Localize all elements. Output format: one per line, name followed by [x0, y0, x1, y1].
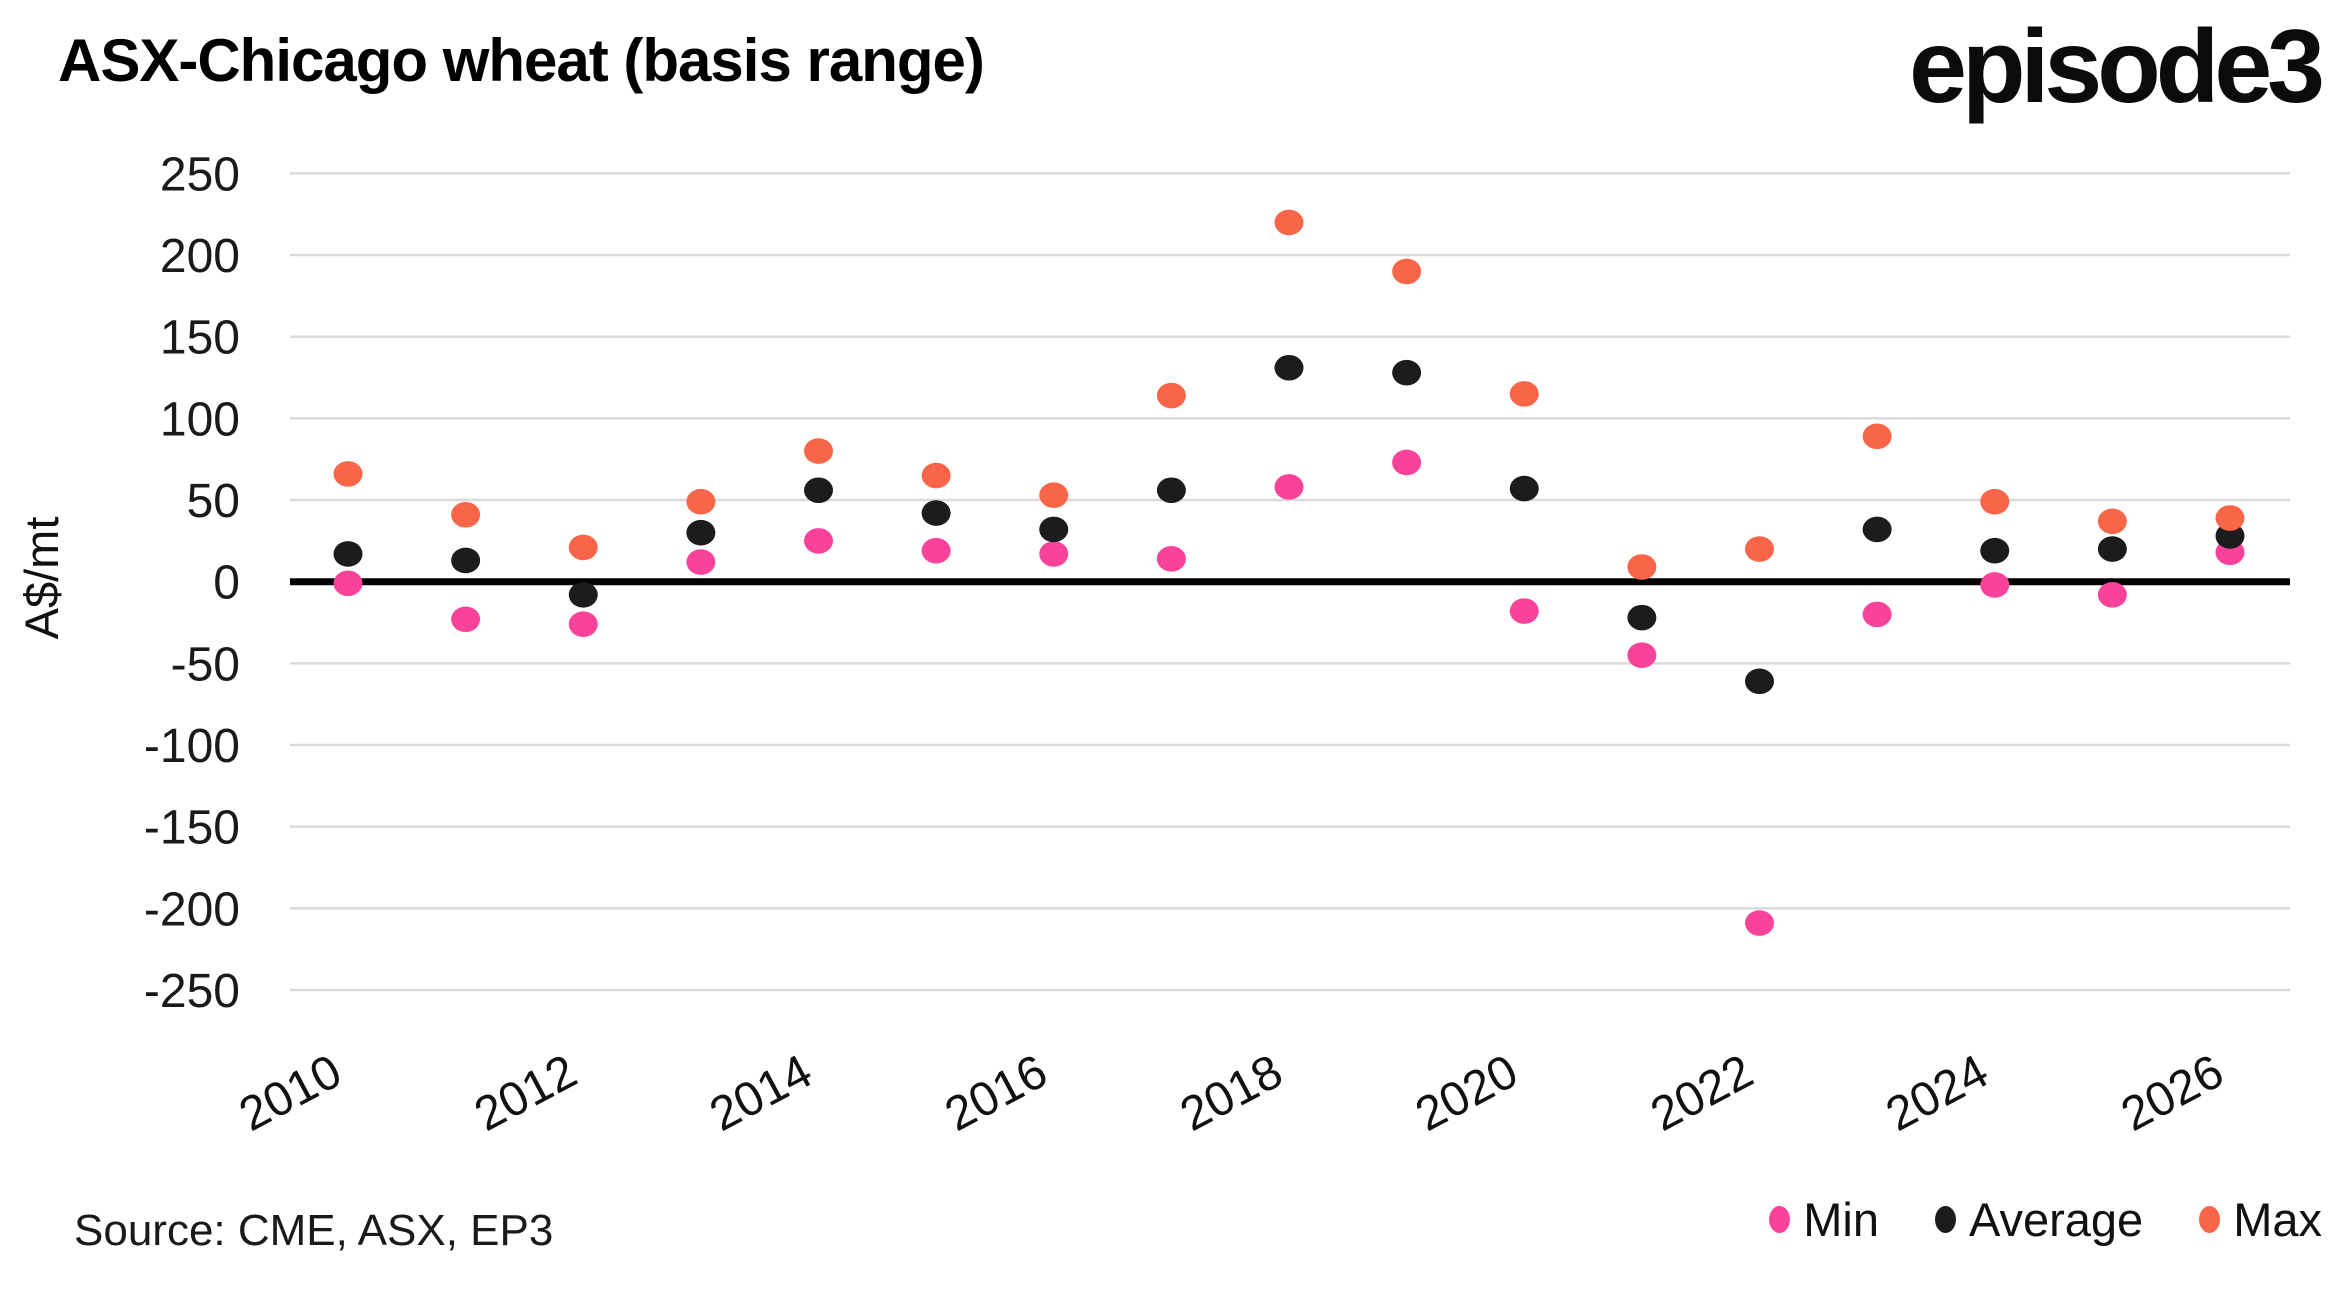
- dot-average-2023: [1862, 516, 1892, 543]
- y-axis-title: A$/mt: [15, 517, 68, 640]
- dot-min-2017: [1156, 546, 1186, 572]
- dot-min-2013: [686, 549, 716, 575]
- dot-max-2014: [804, 438, 833, 464]
- legend-marker-min-dot: [1769, 1206, 1791, 1233]
- dot-min-2010: [333, 570, 363, 597]
- dot-max-2026: [2215, 505, 2245, 531]
- source-note: Source: CME, ASX, EP3: [74, 1206, 554, 1255]
- legend-label-average: Average: [1968, 1193, 2144, 1246]
- dot-average-2011: [451, 547, 481, 574]
- x-tick-label-2024: 2024: [1878, 1045, 1997, 1142]
- dot-min-2020: [1509, 598, 1539, 624]
- dot-min-2019: [1392, 449, 1422, 476]
- x-tick-label-2026: 2026: [2113, 1045, 2232, 1142]
- x-tick-label-2014: 2014: [701, 1045, 820, 1142]
- x-tick-label-2010: 2010: [231, 1045, 350, 1142]
- dot-average-2010: [333, 541, 363, 567]
- legend-marker-max-dot: [2199, 1206, 2221, 1233]
- dot-max-2019: [1392, 258, 1422, 285]
- dot-min-2015: [921, 537, 951, 564]
- dot-average-2024: [1980, 537, 2010, 564]
- y-tick-label--50: -50: [171, 638, 240, 691]
- dot-max-2011: [451, 501, 481, 528]
- y-tick-label--250: -250: [144, 965, 240, 1018]
- dot-min-2022: [1745, 910, 1774, 936]
- dot-min-2012: [568, 611, 598, 637]
- dot-min-2024: [1980, 572, 2010, 598]
- dot-max-2021: [1627, 554, 1657, 580]
- legend: Min Average Max: [1769, 1192, 2322, 1247]
- dot-min-2016: [1039, 541, 1069, 567]
- dot-average-2018: [1274, 354, 1304, 381]
- y-tick-label--100: -100: [144, 720, 240, 773]
- dot-max-2023: [1862, 423, 1892, 450]
- legend-label-min: Min: [1803, 1193, 1879, 1246]
- dot-max-2012: [568, 534, 598, 561]
- y-tick-label--150: -150: [144, 802, 240, 855]
- dot-min-2011: [451, 606, 481, 633]
- dot-min-2021: [1627, 642, 1657, 668]
- x-tick-label-2012: 2012: [466, 1045, 585, 1142]
- dot-average-2012: [568, 581, 598, 608]
- x-tick-label-2018: 2018: [1172, 1045, 1291, 1142]
- dot-max-2018: [1274, 209, 1304, 236]
- dot-max-2016: [1039, 482, 1069, 508]
- y-tick-label-0: 0: [213, 557, 240, 610]
- y-tick-label--200: -200: [144, 883, 240, 936]
- dot-average-2021: [1627, 604, 1657, 631]
- dot-min-2014: [804, 528, 833, 554]
- dot-min-2025: [2097, 581, 2127, 608]
- dot-min-2018: [1274, 474, 1304, 500]
- x-tick-label-2020: 2020: [1407, 1045, 1526, 1142]
- y-tick-label-200: 200: [160, 230, 240, 283]
- dot-max-2010: [333, 461, 363, 487]
- dot-max-2015: [921, 462, 951, 489]
- dot-max-2025: [2097, 508, 2127, 535]
- legend-item-average: Average: [1934, 1192, 2144, 1247]
- legend-item-min: Min: [1769, 1192, 1879, 1247]
- dot-max-2024: [1980, 488, 2010, 515]
- dot-average-2016: [1039, 516, 1069, 543]
- dot-max-2013: [686, 488, 716, 515]
- dot-average-2014: [804, 477, 833, 504]
- chart-title: ASX-Chicago wheat (basis range): [58, 27, 985, 94]
- dot-min-2023: [1862, 601, 1892, 628]
- episode3-logo: episode3: [1909, 9, 2325, 125]
- legend-label-max: Max: [2233, 1193, 2322, 1246]
- y-tick-label-50: 50: [187, 475, 240, 528]
- dot-max-2017: [1156, 382, 1186, 409]
- dot-average-2025: [2097, 536, 2127, 562]
- x-tick-label-2016: 2016: [937, 1045, 1056, 1142]
- dot-average-2026: [2215, 523, 2245, 549]
- dot-average-2019: [1392, 359, 1422, 386]
- y-tick-label-250: 250: [160, 148, 240, 201]
- dot-max-2020: [1509, 381, 1539, 407]
- y-tick-label-150: 150: [160, 312, 240, 365]
- dot-average-2017: [1156, 477, 1186, 504]
- dot-average-2015: [921, 500, 951, 526]
- dot-average-2013: [686, 519, 716, 546]
- dot-average-2022: [1745, 668, 1774, 695]
- y-tick-label-100: 100: [160, 393, 240, 446]
- x-tick-label-2022: 2022: [1643, 1045, 1762, 1142]
- legend-marker-average-dot: [1934, 1206, 1956, 1233]
- legend-item-max: Max: [2199, 1192, 2322, 1247]
- dot-average-2020: [1509, 475, 1539, 502]
- dot-max-2022: [1745, 536, 1774, 562]
